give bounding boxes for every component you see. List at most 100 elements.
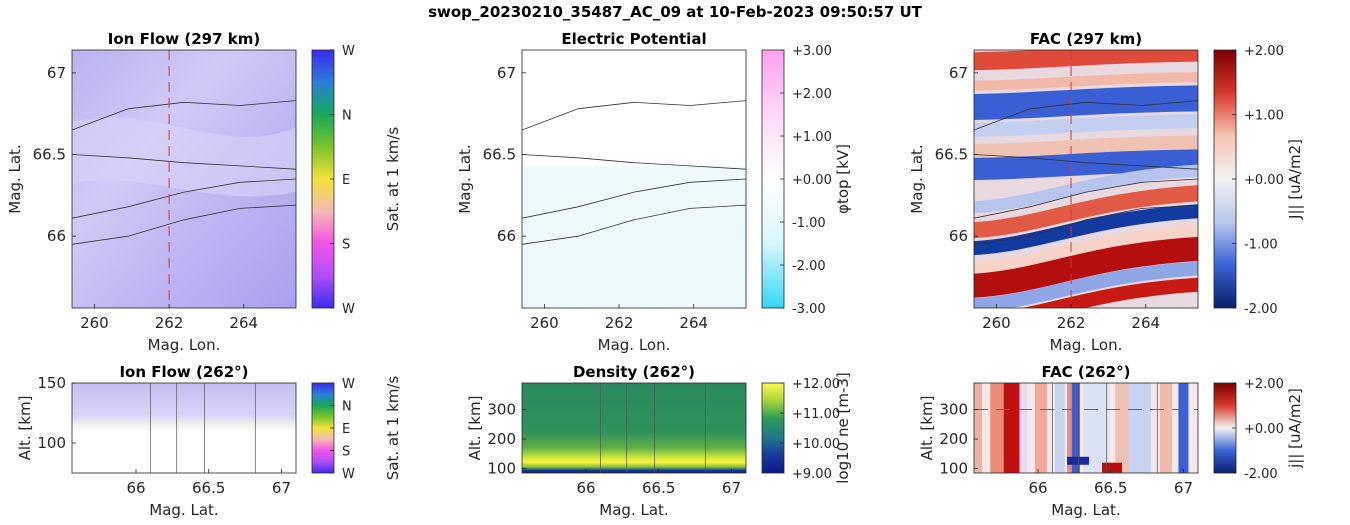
x-tick-label: 67	[272, 479, 291, 497]
fac-band	[974, 85, 1198, 120]
fac-alt-blob	[1067, 456, 1090, 465]
y-tick-label: 66.5	[935, 146, 968, 164]
x-tick-label: 260	[530, 314, 559, 332]
ion-flow-map-axes-frame	[71, 49, 297, 309]
y-tick-label: 66	[47, 227, 66, 245]
ion-flow-alt-field	[72, 383, 296, 473]
colorbar-tick-label: +12.00	[792, 377, 840, 392]
y-tick-label: 200	[487, 430, 516, 448]
colorbar-tick-label: N	[342, 400, 352, 415]
ion-flow-map-title: Ion Flow (297 km)	[108, 30, 260, 48]
contour-line	[522, 100, 746, 131]
fac-alt-column	[1003, 383, 1020, 473]
fac-alt-column	[1067, 383, 1073, 473]
fac-alt-column	[990, 383, 1005, 473]
fac-band	[1022, 277, 1198, 308]
y-tick-label: 100	[939, 460, 968, 478]
colorbar-label: φtop [kV]	[834, 144, 852, 214]
fac-band	[974, 114, 1198, 137]
contour-line	[72, 204, 296, 245]
colorbar-tick-label: -2.00	[1244, 467, 1278, 482]
contour-line	[974, 100, 1198, 131]
colorbar-tick-label: +3.00	[792, 44, 832, 59]
fac-alt-column	[1128, 383, 1151, 473]
fac-map-plot-area	[974, 50, 1198, 308]
contour-line	[974, 178, 1198, 219]
y-axis-label: Mag. Lat.	[6, 144, 24, 213]
colorbar-tick-label: +1.00	[1244, 109, 1284, 124]
colorbar-tick-label: S	[342, 445, 350, 460]
colorbar-tick-label: +0.00	[792, 173, 832, 188]
colorbar-tick-label: +2.00	[792, 87, 832, 102]
colorbar-tick-label: S	[342, 238, 350, 253]
y-axis-label: Alt. [km]	[466, 396, 484, 461]
potential-band	[522, 166, 746, 308]
potential-map-panel: Electric Potential 260 262 264 66 66.5 67 Mag. …	[456, 30, 852, 354]
fac-alt-axes-frame	[973, 382, 1199, 474]
y-axis-label: Alt. [km]	[918, 396, 936, 461]
colorbar-tick-label: -3.00	[792, 302, 826, 317]
contour-line	[974, 204, 1198, 245]
colorbar-tick-label: +11.00	[792, 407, 840, 422]
x-tick-label: 262	[605, 314, 634, 332]
x-axis-label: Mag. Lat.	[1051, 501, 1120, 519]
y-tick-label: 67	[497, 64, 516, 82]
fac-band	[974, 135, 1198, 159]
fac-band	[974, 261, 1198, 308]
x-tick-label: 262	[155, 314, 184, 332]
density-alt-colorbar	[761, 382, 785, 474]
x-axis-label: Mag. Lon.	[148, 336, 221, 354]
colorbar-label: Sat. at 1 km/s	[384, 376, 402, 481]
fac-alt-column	[1115, 383, 1130, 473]
density-alt-axes-frame	[521, 382, 747, 474]
contour-line	[522, 204, 746, 245]
x-axis-label: Mag. Lat.	[149, 501, 218, 519]
density-field	[522, 383, 746, 473]
fac-map-axes-frame	[973, 49, 1199, 309]
x-axis-label: Mag. Lon.	[1050, 336, 1123, 354]
ion-flow-alt-axes-frame	[71, 382, 297, 474]
contour-line	[974, 154, 1198, 170]
potential-map-axes-frame	[521, 49, 747, 309]
colorbar-tick-label: +2.00	[1244, 377, 1284, 392]
y-axis-label: Mag. Lat.	[908, 144, 926, 213]
y-tick-label: 100	[37, 434, 66, 452]
colorbar-tick-label: E	[342, 422, 350, 437]
colorbar-tick-label: +0.00	[1244, 173, 1284, 188]
x-tick-label: 262	[1057, 314, 1086, 332]
contour-line	[72, 154, 296, 170]
colorbar-tick-label: W	[342, 467, 355, 482]
x-tick-label: 264	[679, 314, 708, 332]
fac-map-title: FAC (297 km)	[1030, 30, 1142, 48]
fac-band	[974, 204, 1198, 256]
fac-alt-column	[1019, 383, 1028, 473]
fac-map-panel: FAC (297 km) 260 262 264 66 66.5 67 Mag. Lon. Ma…	[908, 30, 1304, 354]
y-tick-label: 66	[949, 227, 968, 245]
y-axis-label: Alt. [km]	[16, 396, 34, 461]
colorbar-tick-label: N	[342, 109, 352, 124]
fac-alt-panel: FAC (262°) 66 66.5 67 100 200 300 Mag. Lat. Alt.…	[918, 363, 1304, 519]
density-alt-plot-area	[522, 383, 746, 473]
fac-alt-blob	[1102, 462, 1122, 473]
x-tick-label: 66	[576, 479, 595, 497]
y-tick-label: 100	[487, 460, 516, 478]
x-tick-label: 67	[722, 479, 741, 497]
potential-map-title: Electric Potential	[561, 30, 706, 48]
fac-band	[974, 50, 1198, 71]
colorbar-tick-label: +9.00	[792, 467, 832, 482]
y-tick-label: 150	[37, 374, 66, 392]
fac-band	[974, 224, 1198, 274]
colorbar-tick-label: +2.00	[1244, 44, 1284, 59]
fac-alt-title: FAC (262°)	[1042, 363, 1131, 381]
fac-alt-column	[1071, 383, 1080, 473]
fac-band	[974, 72, 1198, 91]
fac-alt-column	[1054, 383, 1065, 473]
potential-map-plot-area	[522, 50, 746, 308]
x-tick-label: 67	[1174, 479, 1193, 497]
fac-alt-column	[1160, 383, 1172, 473]
x-tick-label: 66	[126, 479, 145, 497]
ion-flow-band	[72, 117, 296, 197]
colorbar-label: J|| [uA/m2]	[1286, 139, 1304, 220]
ion-flow-alt-panel: Ion Flow (262°) 66 66.5 67 100 150 Mag. Lat. Al…	[16, 363, 402, 519]
colorbar-tick-label: -1.00	[792, 216, 826, 231]
